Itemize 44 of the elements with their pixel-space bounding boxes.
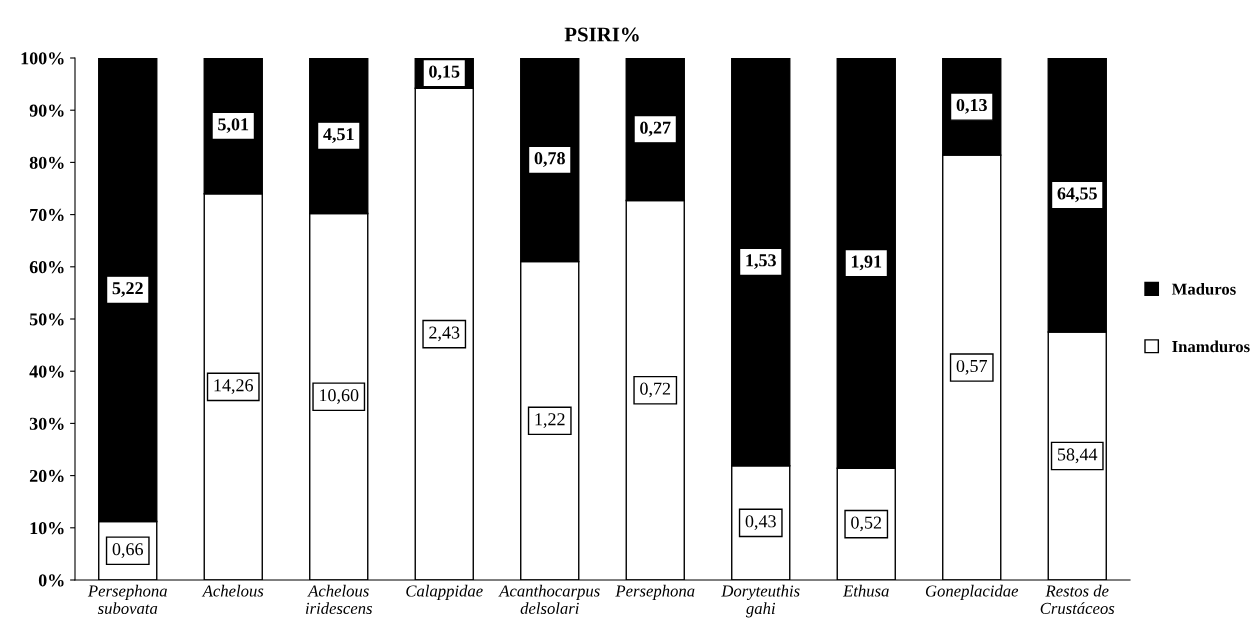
annotation: 0,15 <box>429 65 460 81</box>
x-tick-label: Achelous <box>201 584 264 597</box>
x-tick-label: Ethusa <box>842 584 889 597</box>
y-tick-label: 50% <box>29 313 64 326</box>
y-tick-label: 40% <box>29 365 64 378</box>
x-tick-label: Restos de Crustáceos <box>1040 584 1115 615</box>
x-tick-label: Goneplacidae <box>925 584 1019 600</box>
annotation: 2,43 <box>429 326 460 342</box>
annotation: 64,55 <box>1057 187 1097 203</box>
x-tick-label: Persephona <box>615 584 695 600</box>
annotation: 14,26 <box>214 379 254 394</box>
x-tick-label: Persephona subovata <box>87 584 167 615</box>
annotation: 10,60 <box>320 389 359 404</box>
chart-title: PSIRI% <box>564 27 639 42</box>
annotation: 0,72 <box>640 382 671 398</box>
y-tick-label: 70% <box>30 208 64 222</box>
annotation: 1,22 <box>535 413 565 428</box>
annotation: 0,57 <box>956 359 988 375</box>
y-tick-label: 30% <box>29 417 64 430</box>
y-tick-label: 90% <box>29 104 64 117</box>
legend-label: Maduros <box>1171 283 1236 295</box>
annotation: 0,66 <box>112 543 144 558</box>
annotation: 0,43 <box>745 515 776 530</box>
x-tick-label: Acanthocarpus delsolari <box>498 584 600 615</box>
y-tick-label: 0% <box>38 574 64 587</box>
annotation: 58,44 <box>1057 448 1098 464</box>
x-tick-label: Achelous iridescens <box>305 584 373 615</box>
x-tick-label: Doryteuthis gahi <box>721 584 800 618</box>
annotation: 4,51 <box>323 128 354 143</box>
y-tick-label: 10% <box>30 522 64 535</box>
y-tick-label: 100% <box>21 52 64 65</box>
annotation: 0,13 <box>956 98 987 114</box>
annotation: 0,27 <box>640 121 671 137</box>
annotation: 5,01 <box>218 118 249 133</box>
x-tick-label: Calappidae <box>406 584 483 600</box>
annotation: 0,78 <box>534 152 565 167</box>
annotation: 0,52 <box>851 516 882 532</box>
y-tick-label: 60% <box>29 261 64 274</box>
y-tick-label: 80% <box>29 156 64 169</box>
y-tick-label: 20% <box>29 469 64 483</box>
annotation: 5,22 <box>112 282 143 297</box>
legend-label: Inamduros <box>1172 340 1250 353</box>
annotation: 1,53 <box>746 254 776 269</box>
annotation: 1,91 <box>851 255 882 271</box>
